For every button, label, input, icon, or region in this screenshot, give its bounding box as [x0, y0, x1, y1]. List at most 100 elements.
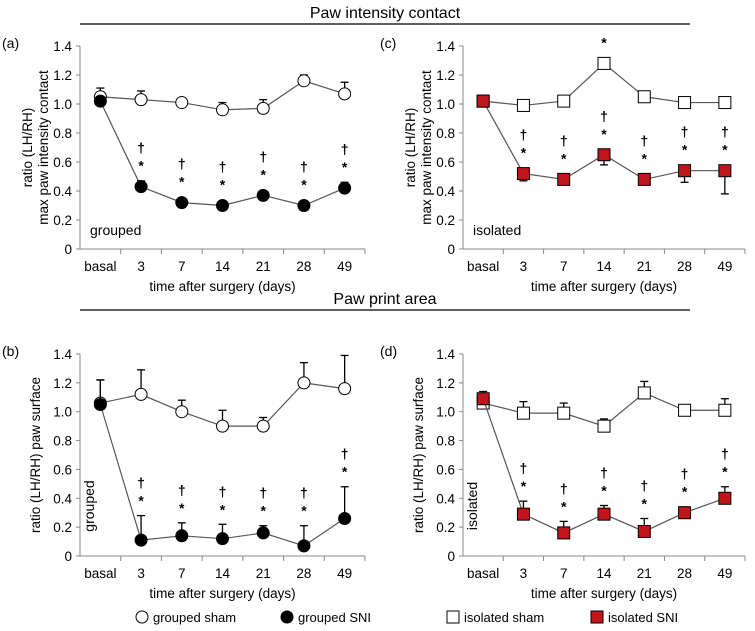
y-tick-label: 0.6	[436, 155, 455, 170]
data-point	[175, 196, 189, 210]
data-point	[678, 506, 692, 520]
data-point	[338, 382, 352, 396]
significance-asterisk: *	[521, 145, 527, 161]
y-tick-label: 0.4	[436, 491, 455, 506]
data-point	[557, 94, 571, 108]
data-point	[637, 90, 651, 104]
significance-asterisk: *	[179, 174, 185, 190]
data-point	[718, 403, 732, 417]
data-point	[216, 103, 229, 117]
data-point	[216, 532, 229, 546]
data-point	[216, 419, 229, 433]
significance-asterisk: *	[561, 150, 567, 166]
legend-marker-isolated-sham	[446, 610, 460, 624]
significance-dagger: †	[300, 485, 308, 501]
significance-asterisk: *	[601, 483, 607, 499]
significance-asterisk: *	[220, 177, 226, 193]
legend-label: grouped SNI	[298, 610, 371, 625]
legend-label: grouped sham	[153, 610, 236, 625]
y-tick-label: 0.6	[436, 462, 455, 477]
data-point	[297, 539, 311, 553]
data-point	[476, 392, 490, 406]
data-point	[256, 419, 270, 433]
x-tick-label: 14	[215, 566, 231, 581]
x-tick-label: 21	[256, 566, 271, 581]
x-tick-label: basal	[467, 566, 499, 581]
panel-letter: (c)	[380, 35, 396, 51]
x-tick-label: 28	[296, 566, 311, 581]
panel-a: (a) 0 0.2 0.4 0.6 0.8 1.0 1.2 1.4 basal 3 7 14 21 28 49…	[2, 35, 366, 294]
y-tick-label: 0.2	[436, 213, 455, 228]
panel-letter: (a)	[2, 35, 19, 51]
data-point	[93, 398, 107, 411]
data-point	[175, 96, 189, 110]
significance-asterisk: *	[722, 464, 728, 480]
data-point	[557, 172, 571, 186]
data-point	[637, 172, 651, 186]
significance-dagger: †	[640, 477, 648, 493]
significance-dagger: †	[137, 475, 145, 491]
legend-marker-isolated-sni	[590, 610, 604, 624]
y-tick-label: 1.0	[53, 97, 72, 112]
y-tick-label: 1.4	[53, 347, 72, 362]
data-point	[134, 387, 148, 401]
data-point	[134, 180, 148, 194]
significance-dagger: †	[219, 159, 227, 175]
significance-asterisk: *	[682, 142, 688, 158]
panel-c: (c) 0 0.2 0.4 0.6 0.8 1.0 1.2 1.4 basal 3 7 14 21 28 49…	[380, 34, 746, 294]
x-axis-label: time after surgery (days)	[531, 279, 677, 294]
data-point	[678, 96, 692, 110]
x-tick-label: 49	[337, 566, 352, 581]
data-point	[718, 164, 732, 178]
x-tick-label: basal	[467, 259, 499, 274]
significance-asterisk: *	[601, 126, 607, 142]
panel-d: (d) 0 0.2 0.4 0.6 0.8 1.0 1.2 1.4 basal 3 7 14 21 28 49…	[380, 343, 746, 601]
y-tick-label: 1.2	[436, 68, 455, 83]
series-grouped-sham	[93, 354, 352, 433]
data-point	[134, 533, 148, 547]
significance-dagger: †	[219, 483, 227, 499]
group-label: grouped	[90, 222, 141, 238]
significance-dagger: †	[681, 124, 689, 140]
data-point	[678, 164, 692, 178]
x-tick-label: 21	[637, 259, 652, 274]
panel-letter: (b)	[2, 343, 19, 359]
data-point	[256, 188, 270, 202]
data-point	[516, 167, 530, 181]
x-tick-label: 21	[637, 566, 652, 581]
significance-asterisk: *	[179, 500, 185, 516]
significance-asterisk: *	[601, 34, 607, 50]
group-label: isolated	[473, 222, 521, 238]
significance-dagger: †	[721, 446, 729, 462]
panel-letter: (d)	[380, 343, 397, 359]
data-point	[678, 403, 692, 417]
series-grouped-sni: * † * † * † * † * † * †	[93, 379, 352, 553]
significance-dagger: †	[600, 108, 608, 124]
significance-asterisk: *	[642, 495, 648, 511]
significance-dagger: †	[560, 132, 568, 148]
y-tick-label: 0.2	[53, 520, 72, 535]
significance-asterisk: *	[521, 478, 527, 494]
data-point	[476, 94, 490, 108]
x-axis-label: time after surgery (days)	[531, 586, 677, 601]
legend-marker-grouped-sni	[280, 610, 294, 624]
x-tick-label: basal	[84, 566, 116, 581]
x-tick-label: 3	[137, 566, 145, 581]
y-tick-label: 1.0	[436, 405, 455, 420]
data-point	[516, 406, 530, 420]
significance-asterisk: *	[722, 142, 728, 158]
significance-asterisk: *	[138, 493, 144, 509]
data-point	[297, 376, 311, 390]
significance-dagger: †	[520, 127, 528, 143]
x-tick-label: 49	[717, 566, 732, 581]
x-tick-label: basal	[84, 259, 116, 274]
y-tick-label: 0.6	[53, 462, 72, 477]
significance-dagger: †	[341, 446, 349, 462]
significance-dagger: †	[600, 465, 608, 481]
y-tick-label: 0.6	[53, 155, 72, 170]
x-tick-label: 3	[137, 259, 145, 274]
significance-asterisk: *	[260, 166, 266, 182]
significance-dagger: †	[300, 159, 308, 175]
y-tick-label: 1.4	[436, 347, 455, 362]
